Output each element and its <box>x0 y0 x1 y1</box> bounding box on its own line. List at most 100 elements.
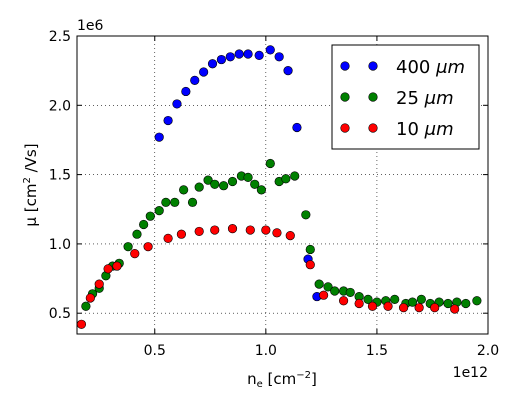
data-point <box>187 197 198 207</box>
data-point <box>85 293 95 303</box>
y-axis-label-end: /Vs] <box>22 143 40 177</box>
x-tick-label: 0.5 <box>144 343 166 359</box>
data-point <box>290 171 300 181</box>
data-point <box>207 59 218 69</box>
data-point <box>210 225 220 235</box>
data-point <box>225 52 235 62</box>
data-point <box>163 115 173 126</box>
x-axis-label-sup: −2 <box>296 370 311 381</box>
legend-label-unit: μm <box>435 57 465 78</box>
x-tick-label: 1.5 <box>366 343 388 359</box>
data-point <box>414 303 424 313</box>
data-point <box>272 228 282 238</box>
data-point <box>130 249 140 259</box>
data-point <box>194 226 204 237</box>
data-point <box>472 296 482 306</box>
data-points <box>76 45 482 329</box>
legend-label-unit: μm <box>424 88 454 109</box>
data-point <box>227 224 238 234</box>
legend-marker <box>340 123 350 133</box>
data-point <box>265 45 275 55</box>
data-point <box>227 176 238 187</box>
legend-label-value: 25 <box>396 88 425 109</box>
y-axis-label: μ [cm2 /Vs] <box>22 143 40 226</box>
data-point <box>179 185 189 195</box>
data-point <box>338 296 349 306</box>
x-axis-label-unit: [cm <box>263 370 296 388</box>
data-point <box>305 244 315 255</box>
data-point <box>203 175 213 185</box>
data-point <box>256 185 266 195</box>
data-point <box>416 294 426 304</box>
data-point <box>281 174 291 184</box>
data-point <box>330 286 340 296</box>
data-point <box>285 230 295 241</box>
data-point <box>132 229 142 239</box>
x-axis-label: ne [cm−2] <box>247 370 317 390</box>
data-point <box>94 279 104 289</box>
legend-marker <box>340 92 350 102</box>
data-point <box>354 298 364 309</box>
legend-label: 400 μm <box>396 57 465 78</box>
data-point <box>363 294 373 304</box>
data-point <box>234 49 244 59</box>
data-point <box>265 158 275 169</box>
data-point <box>245 225 255 235</box>
data-point <box>176 229 187 239</box>
data-point <box>243 49 253 59</box>
data-point <box>210 179 220 189</box>
x-axis-label-end: ] <box>311 370 317 388</box>
x-axis-label-sub: e <box>257 379 263 390</box>
x-tick-label: 2.0 <box>477 343 499 359</box>
legend-marker <box>368 61 378 71</box>
y-axis-label-main: μ [cm <box>22 184 40 227</box>
data-point <box>103 264 113 274</box>
data-point <box>274 52 284 62</box>
data-point <box>154 206 164 216</box>
y-axis-label-sup: 2 <box>22 177 33 183</box>
data-point <box>145 211 155 221</box>
y-offset-text: 1e6 <box>77 18 104 34</box>
data-point <box>383 301 393 311</box>
data-point <box>81 301 91 311</box>
data-point <box>76 319 87 329</box>
axis-ticks: 0.5 1.0 1.5 2.0 0.5 1.0 1.5 2.0 2.5 <box>49 29 499 359</box>
legend-label-value: 10 <box>396 119 425 140</box>
data-point <box>390 294 400 304</box>
y-tick-label: 0.5 <box>49 306 71 322</box>
legend-box <box>331 44 480 150</box>
series-group <box>154 45 322 302</box>
legend-marker <box>340 61 350 71</box>
series-group <box>81 158 482 311</box>
data-point <box>250 179 260 189</box>
data-point <box>172 99 182 109</box>
legend-marker <box>368 123 378 133</box>
data-point <box>219 181 229 191</box>
data-point <box>367 301 378 311</box>
data-point <box>450 304 460 314</box>
data-point <box>292 122 302 133</box>
y-tick-label: 2.0 <box>49 98 71 114</box>
legend-label: 25 μm <box>396 88 454 109</box>
data-point <box>301 210 311 220</box>
x-tick-label: 1.0 <box>255 343 277 359</box>
data-point <box>216 54 227 65</box>
legend-label-unit: μm <box>424 119 454 140</box>
data-point <box>407 297 418 307</box>
data-point <box>345 287 355 298</box>
x-axis-label-base: n <box>247 370 257 388</box>
legend-marker <box>368 92 378 102</box>
data-point <box>261 225 271 235</box>
data-point <box>430 303 440 313</box>
data-point <box>319 290 329 300</box>
data-point <box>181 86 191 97</box>
data-point <box>398 303 409 313</box>
y-tick-label: 1.0 <box>49 237 71 253</box>
data-point <box>254 50 264 61</box>
data-point <box>199 67 209 77</box>
data-point <box>112 261 122 271</box>
data-point <box>163 233 173 243</box>
data-point <box>283 66 293 76</box>
legend-label-value: 400 <box>396 57 436 78</box>
